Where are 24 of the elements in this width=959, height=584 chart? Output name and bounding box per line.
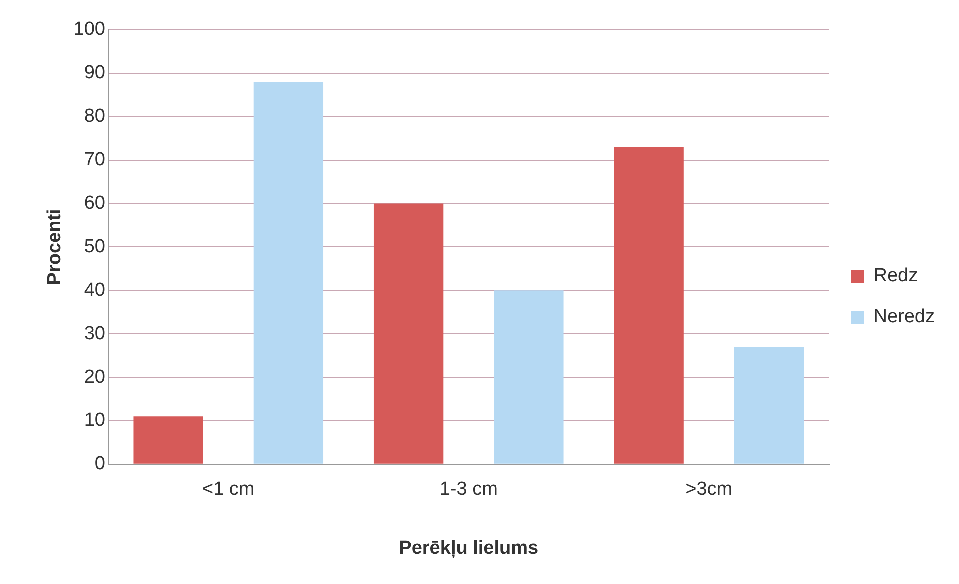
bar	[494, 290, 564, 464]
y-tick-label: 100	[74, 19, 106, 40]
legend-label: Redz	[874, 266, 918, 287]
y-axis-title: Procenti	[44, 209, 66, 286]
y-tick-label: 30	[84, 323, 106, 344]
y-tick-label: 50	[84, 236, 106, 258]
x-tick-label: >3cm	[686, 479, 733, 500]
y-tick-label: 0	[94, 454, 106, 475]
y-tick-label: 70	[84, 150, 106, 171]
x-axis-title: Perēkļu lielums	[399, 538, 539, 559]
bar	[134, 416, 204, 464]
legend-label: Neredz	[874, 306, 935, 328]
bar	[254, 82, 324, 464]
x-tick-label: 1-3 cm	[440, 479, 498, 500]
y-tick-label: 90	[84, 62, 106, 84]
bar	[614, 147, 684, 464]
y-tick-label: 10	[84, 410, 106, 432]
y-tick-label: 40	[84, 280, 106, 301]
bar	[734, 347, 804, 464]
x-tick-label: <1 cm	[202, 479, 255, 500]
y-tick-label: 80	[84, 106, 106, 128]
y-tick-label: 60	[84, 192, 106, 214]
bar	[374, 204, 444, 464]
y-tick-label: 20	[84, 366, 106, 388]
